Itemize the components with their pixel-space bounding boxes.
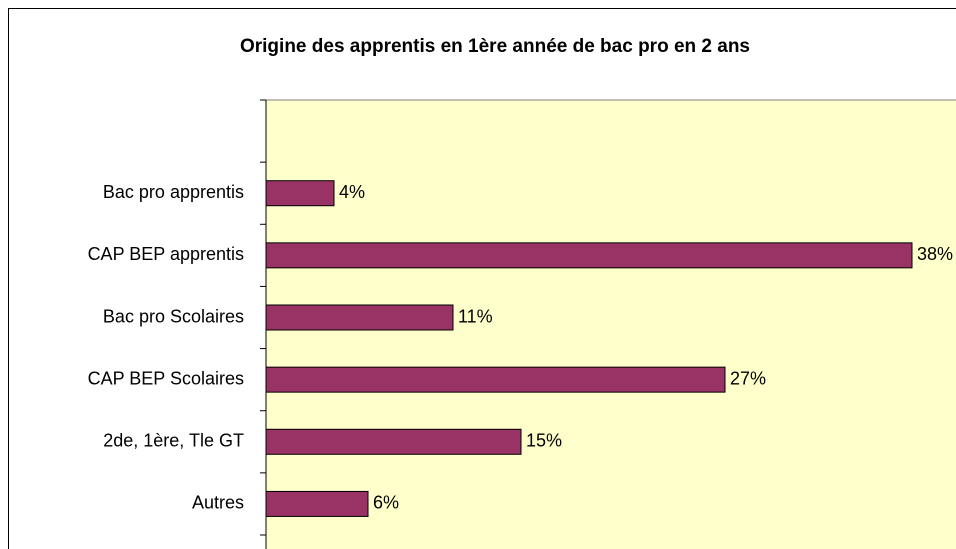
- bar: [265, 490, 369, 517]
- value-label: 15%: [526, 431, 562, 451]
- value-label: 38%: [917, 244, 953, 264]
- value-label: 11%: [458, 306, 493, 326]
- bar: [265, 304, 454, 331]
- y-tick-label: Bac pro apprentis: [103, 182, 244, 202]
- y-tick-label: 2de, 1ère, Tle GT: [103, 431, 244, 451]
- y-tick-label: CAP BEP apprentis: [88, 244, 244, 264]
- y-tick-label: Bac pro Scolaires: [103, 306, 244, 326]
- value-label: 27%: [730, 368, 766, 388]
- bar: [265, 428, 522, 455]
- chart-title: Origine des apprentis en 1ère année de b…: [240, 36, 750, 57]
- y-tick-label: Autres: [192, 493, 244, 513]
- bar: [265, 366, 726, 393]
- value-label: 4%: [339, 182, 365, 202]
- bar: [265, 242, 913, 269]
- bar: [265, 180, 335, 207]
- value-label: 6%: [373, 493, 399, 513]
- y-tick-label: CAP BEP Scolaires: [88, 368, 244, 388]
